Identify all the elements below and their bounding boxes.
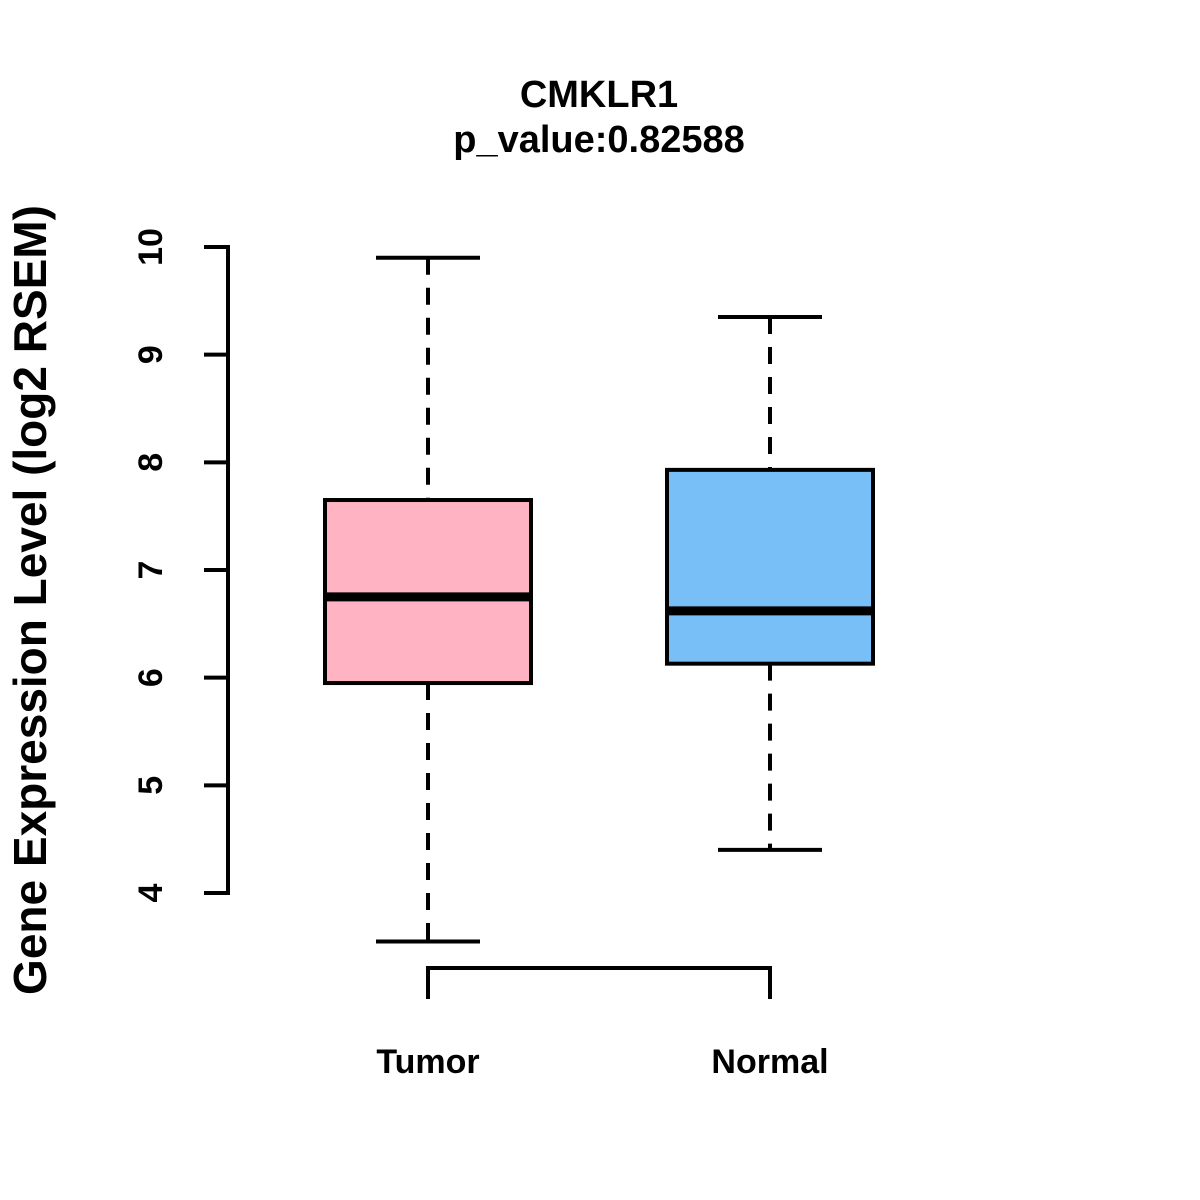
chart-title: CMKLR1 [520,74,678,116]
y-tick-label: 6 [132,668,170,687]
annotations [426,966,772,999]
box-group-normal: Normal [665,314,875,1081]
y-tick-label: 5 [132,776,170,795]
chart-subtitle: p_value:0.82588 [453,119,745,161]
y-axis-label: Gene Expression Level (log2 RSEM) [4,205,56,995]
box-group-tumor: Tumor [323,255,533,1081]
iqr-box [323,498,533,686]
boxplot-groups: Tumor Normal [323,255,875,1081]
comparison-bracket [426,966,772,999]
iqr-box [665,467,875,666]
y-tick-label: 9 [132,345,170,364]
category-label-tumor: Tumor [376,1043,479,1081]
y-axis: 4 5 6 7 8 9 10 [132,228,230,902]
category-label-normal: Normal [711,1043,828,1081]
y-tick-label: 4 [132,883,170,902]
y-tick-label: 8 [132,453,170,472]
y-tick-label: 10 [132,228,170,266]
y-tick-label: 7 [132,561,170,580]
